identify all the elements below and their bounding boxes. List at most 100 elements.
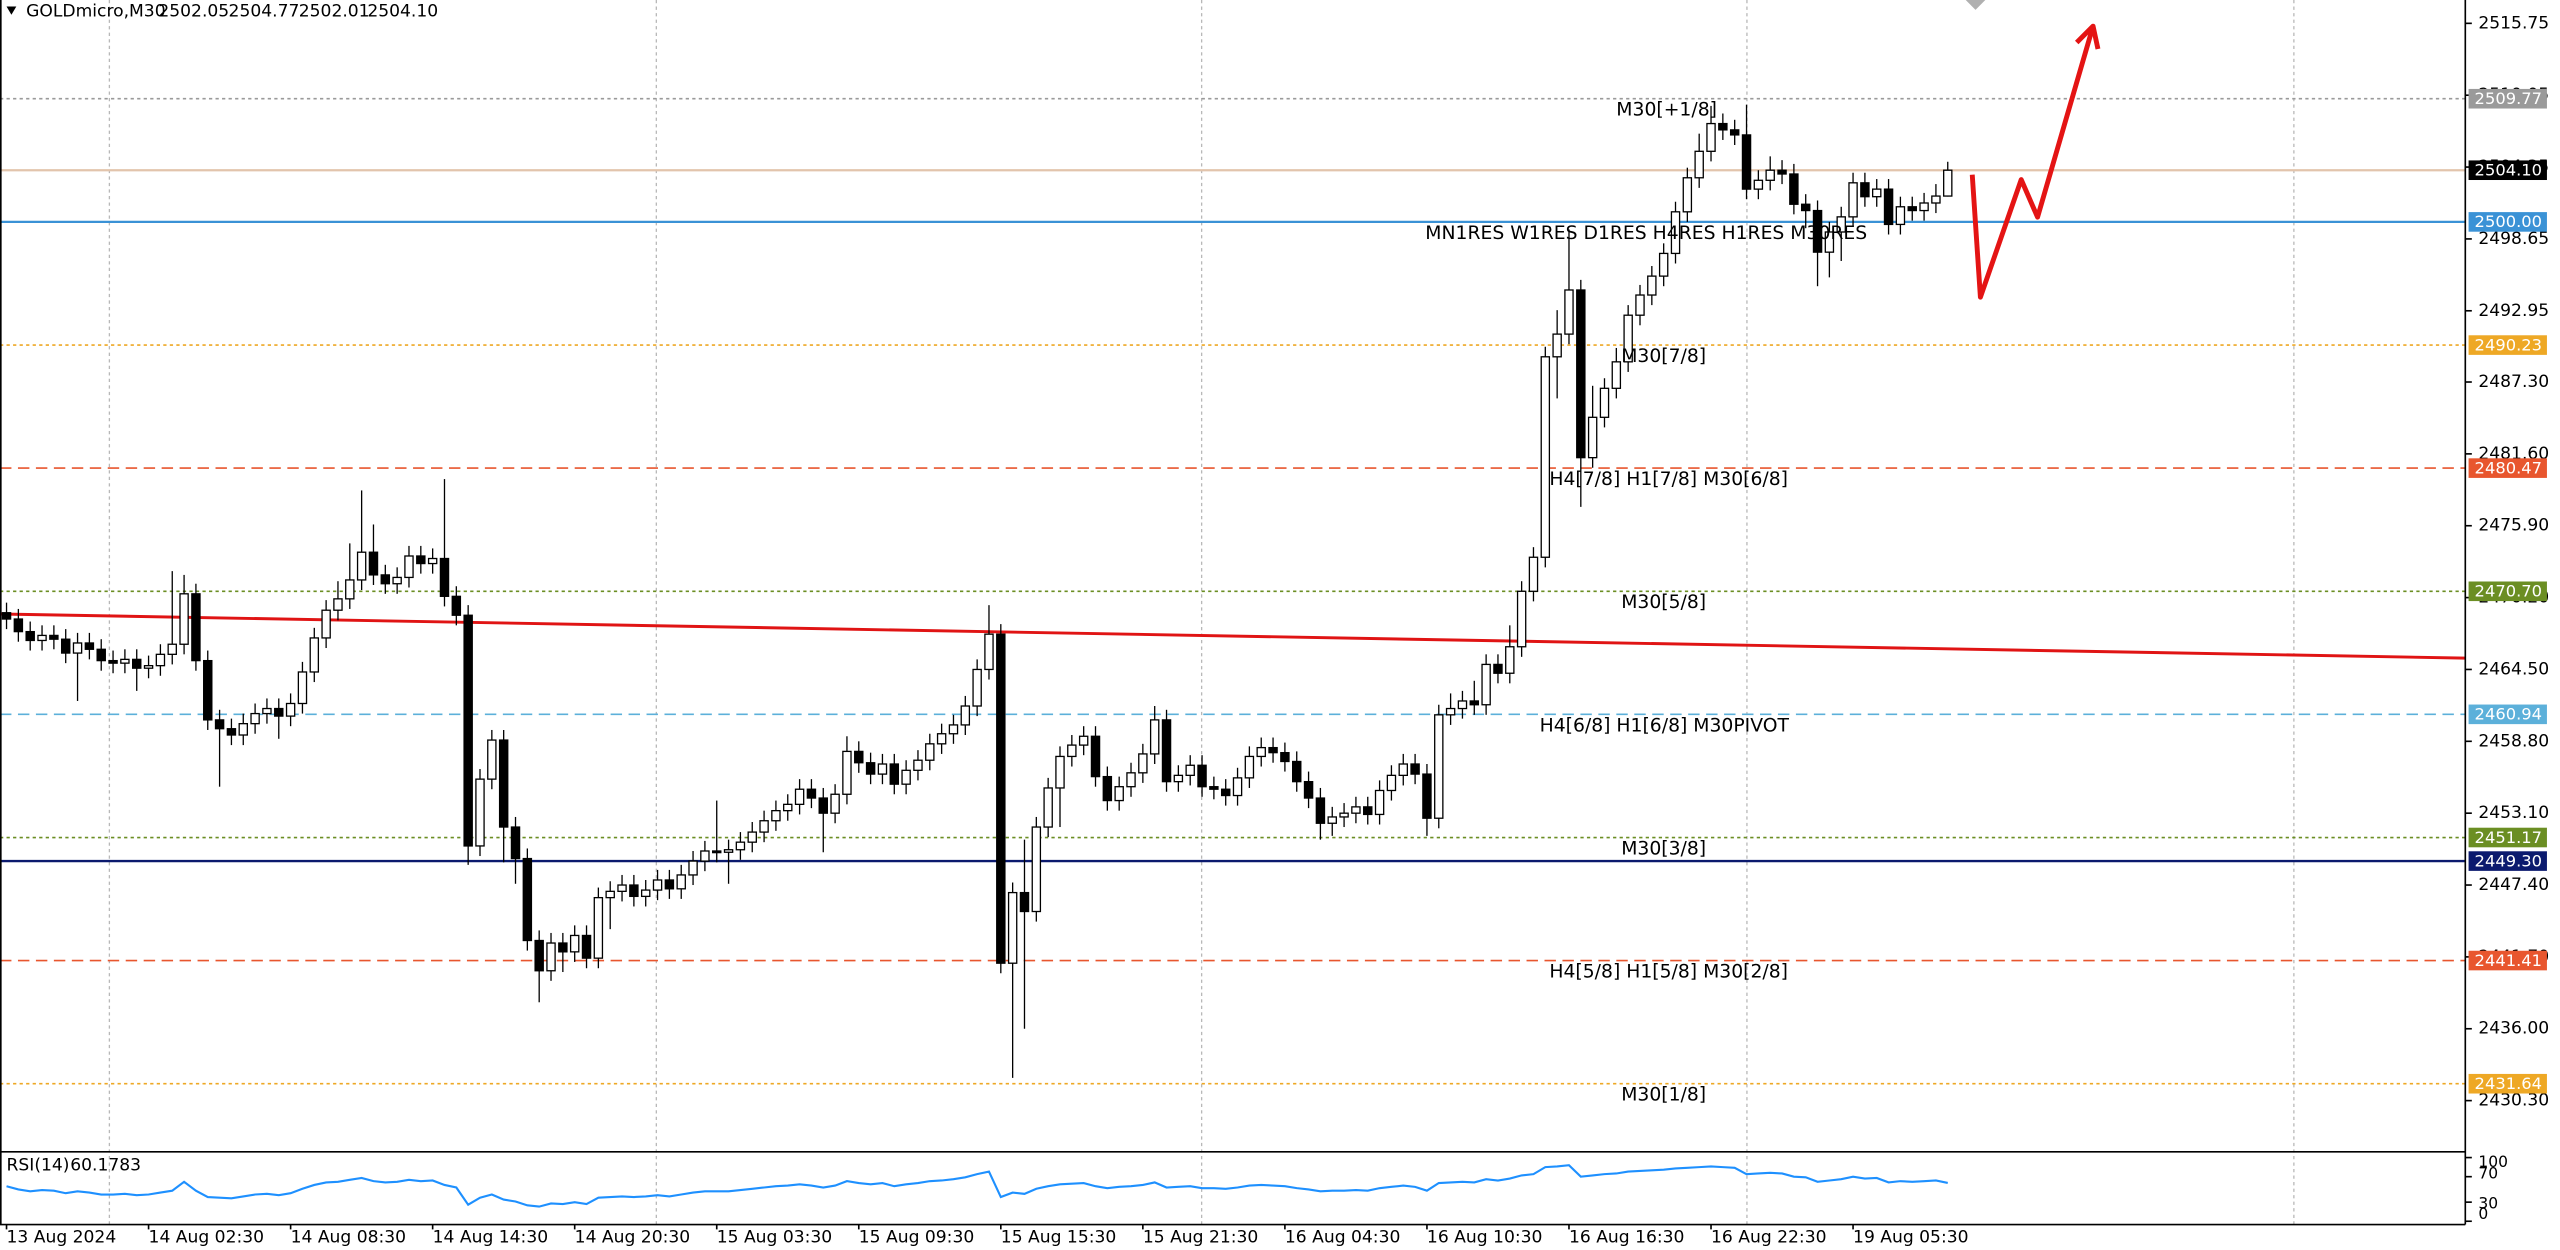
price-box	[2468, 827, 2547, 848]
y-tick-label: 2436.00	[2478, 1019, 2549, 1039]
candle-body	[960, 705, 971, 726]
level-label: MN1RES W1RES D1RES H4RES H1RES M30RES	[1425, 223, 1867, 244]
candle-body	[842, 750, 852, 795]
rsi-tick-label: 30	[2478, 1194, 2498, 1212]
candle-body	[652, 879, 663, 891]
candle-body	[297, 671, 308, 705]
candle-body	[1599, 387, 1610, 418]
rsi-value: 60.1783	[70, 1156, 141, 1176]
candle-body	[179, 593, 189, 645]
candle-body	[1363, 806, 1373, 816]
candle-body	[629, 884, 639, 898]
candle-body	[143, 665, 154, 669]
candle-body	[427, 557, 438, 565]
candle-body	[806, 788, 817, 799]
arrow-path	[1969, 25, 2096, 300]
candle-body	[1339, 812, 1349, 818]
candle-body	[1493, 663, 1503, 674]
candle-body	[1386, 774, 1397, 792]
candle-body	[735, 841, 746, 851]
candle-body	[120, 658, 130, 664]
candle-body	[285, 702, 296, 717]
candle-body	[1718, 122, 1728, 131]
rsi-tick-label: 0	[2478, 1205, 2488, 1223]
candle-body	[226, 728, 237, 736]
candle-body	[913, 759, 923, 771]
ohlc-high: 2504.77	[229, 1, 300, 21]
forecast-arrow	[1969, 23, 2101, 300]
candle-body	[1812, 209, 1823, 253]
candle-body	[546, 942, 556, 972]
price-box-label: 2441.41	[2475, 951, 2542, 970]
candle-body	[1789, 173, 1799, 205]
level-label: M30[+1/8]	[1616, 100, 1717, 121]
candle-body	[1883, 188, 1894, 226]
candle-body	[321, 609, 331, 639]
candle-body	[1457, 700, 1468, 710]
rsi-title: RSI(14)	[7, 1156, 70, 1176]
price-box-label: 2490.23	[2475, 335, 2542, 354]
x-tick-label: 19 Aug 05:30	[1853, 1228, 1968, 1248]
candle-body	[1729, 129, 1740, 136]
candle-body	[1528, 556, 1539, 592]
candle-body	[1564, 289, 1574, 335]
candle-body	[1138, 753, 1148, 774]
candle-body	[250, 712, 260, 725]
price-box	[2468, 160, 2547, 181]
price-box-label: 2431.64	[2475, 1074, 2542, 1093]
candle-body	[818, 797, 828, 814]
x-tick-label: 16 Aug 10:30	[1427, 1228, 1542, 1248]
candle-body	[1623, 314, 1633, 363]
candle-body	[1706, 122, 1716, 152]
candle-body	[1244, 755, 1255, 779]
candle-body	[510, 826, 521, 860]
candle-body	[688, 860, 698, 876]
candle-body	[1173, 774, 1184, 783]
candle-body	[1552, 333, 1562, 358]
price-box-label: 2509.77	[2475, 89, 2542, 108]
candle-body	[664, 879, 675, 890]
candle-body	[191, 593, 201, 662]
x-tick-label: 14 Aug 20:30	[575, 1228, 690, 1248]
candle-body	[1055, 755, 1065, 789]
candle-body	[1078, 735, 1089, 746]
x-tick-label: 15 Aug 15:30	[1001, 1228, 1116, 1248]
x-tick-label: 16 Aug 16:30	[1569, 1228, 1684, 1248]
candle-body	[948, 724, 959, 735]
y-tick-label: 2430.30	[2478, 1091, 2549, 1111]
candle-body	[901, 769, 911, 785]
candle-body	[1019, 891, 1030, 913]
candle-body	[13, 618, 24, 633]
candle-body	[356, 551, 367, 581]
price-box	[2468, 458, 2547, 478]
x-tick-label: 15 Aug 03:30	[717, 1228, 832, 1248]
candle-body	[854, 750, 864, 764]
candle-body	[996, 633, 1006, 964]
candle-body	[534, 939, 544, 972]
arrow-head	[2075, 23, 2101, 50]
candle-body	[96, 648, 106, 662]
candle-body	[925, 743, 935, 761]
candle-body	[1872, 188, 1882, 198]
price-axis: 2430.302436.002441.702447.402453.102458.…	[2465, 13, 2549, 1111]
y-tick-label: 2487.30	[2478, 372, 2549, 392]
candle-body	[522, 857, 533, 942]
x-tick-label: 13 Aug 2024	[7, 1228, 117, 1248]
candle-body	[783, 803, 793, 812]
candle-body	[1800, 203, 1811, 212]
candle-body	[404, 555, 414, 579]
candle-body	[1209, 786, 1219, 790]
x-tick-label: 14 Aug 14:30	[433, 1228, 548, 1248]
candle-body	[416, 555, 426, 565]
candle-body	[451, 595, 462, 616]
candle-body	[1445, 707, 1456, 716]
candle-body	[37, 634, 47, 642]
candle-body	[1031, 826, 1042, 913]
y-tick-label: 2515.75	[2478, 13, 2549, 33]
candle-body	[1658, 252, 1669, 277]
x-tick-label: 14 Aug 08:30	[291, 1228, 406, 1248]
x-tick-label: 15 Aug 09:30	[859, 1228, 974, 1248]
